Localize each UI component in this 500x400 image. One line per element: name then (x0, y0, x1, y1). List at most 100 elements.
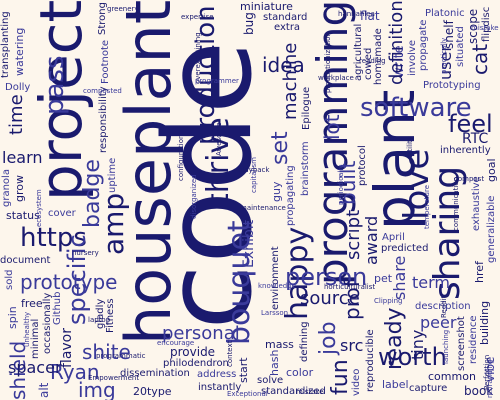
cloud-word: generalizable (486, 195, 497, 263)
cloud-word: sold (4, 269, 15, 290)
cloud-word: peer (420, 313, 457, 332)
cloud-word: Perfection (483, 354, 491, 390)
cloud-word: hash (268, 349, 281, 376)
cloud-word: Reddit (440, 295, 448, 318)
cloud-word: environment (270, 246, 281, 310)
cloud-word: standardized (261, 386, 326, 397)
cloud-word: status (6, 209, 40, 222)
cloud-word: expertise (181, 13, 214, 21)
cloud-word: learn (2, 148, 43, 167)
cloud-word: tiny (408, 329, 427, 360)
cloud-word: Clipping (374, 297, 403, 305)
cloud-word: set (268, 131, 293, 165)
cloud-word: worth (378, 343, 447, 371)
cloud-word: flat (360, 9, 380, 23)
cloud-word: brainstorm (300, 141, 311, 196)
cloud-word: productionization (324, 32, 332, 93)
cloud-word: instantly (198, 382, 242, 393)
cloud-word: Dolly (5, 82, 31, 93)
cloud-word: encourage (157, 339, 195, 347)
cloud-word: Footnote (100, 39, 111, 84)
cloud-word: Platonic (425, 8, 465, 19)
cloud-word: personal (162, 323, 240, 344)
cloud-word: propagate (418, 19, 429, 71)
cloud-word: https (20, 223, 87, 253)
cloud-word: inherently (440, 145, 491, 156)
cloud-word: capitalism (250, 157, 258, 193)
cloud-word: Exceptional (227, 390, 268, 398)
cloud-word: workplace (318, 74, 354, 82)
cloud-word: situated (455, 26, 466, 67)
cloud-word: cat (468, 43, 492, 75)
cloud-word: standard (263, 12, 308, 23)
cloud-word: houseplant (112, 0, 185, 345)
cloud-word: book (464, 384, 494, 398)
cloud-word: job (316, 321, 341, 355)
cloud-word: feel (448, 110, 493, 138)
cloud-word: composted (83, 87, 122, 95)
cloud-word: fun (328, 359, 353, 395)
cloud-word: mistake (471, 24, 499, 32)
cloud-word: Exhibit (241, 219, 257, 268)
cloud-word: reproducible (365, 329, 376, 392)
cloud-word: alt (37, 382, 51, 398)
cloud-word: grow (13, 175, 26, 202)
cloud-word: programmer (195, 77, 239, 85)
cloud-word: 20type (133, 385, 172, 398)
cloud-word: capture (409, 383, 448, 394)
cloud-word: horticulturalist (324, 283, 376, 291)
cloud-word: RTC (462, 131, 489, 147)
cloud-word: src (340, 336, 364, 355)
cloud-word: context (226, 340, 234, 367)
cloud-word: spin (6, 306, 19, 329)
cloud-word: video (351, 368, 362, 396)
cloud-word: playback (238, 166, 270, 174)
cloud-word: communication (452, 176, 460, 231)
cloud-word: guy (270, 181, 283, 202)
cloud-word: dissemination (120, 368, 190, 379)
cloud-word: time (6, 94, 27, 135)
cloud-word: defining (299, 321, 310, 362)
cloud-word: Prototyping (423, 80, 481, 91)
cloud-word: bug (242, 12, 256, 35)
cloud-word: involve (407, 39, 418, 76)
cloud-word: address (197, 369, 237, 380)
cloud-word: utility (406, 136, 414, 156)
cloud-word: exhaustive (471, 176, 482, 231)
cloud-word: label (382, 378, 409, 391)
cloud-word: badge (80, 159, 105, 228)
cloud-word: screenshot (456, 316, 467, 371)
cloud-word: transplanting (0, 11, 11, 78)
cloud-word: img (78, 378, 116, 400)
cloud-word: Github (52, 291, 63, 325)
cloud-word: building (478, 300, 491, 345)
cloud-word: start (237, 357, 250, 383)
cloud-word: ecosystem (35, 189, 43, 227)
cloud-word: minimal (30, 318, 41, 359)
cloud-word: knowledge (258, 282, 296, 290)
cloud-word: maintenance (240, 204, 286, 212)
cloud-word: ready (382, 307, 407, 370)
cloud-word: definition (386, 0, 407, 85)
cloud-word: provide (170, 345, 216, 359)
cloud-word: reading (359, 57, 386, 65)
cloud-word: propagating (285, 165, 296, 226)
cloud-word: script (343, 209, 364, 260)
cloud-word: color (286, 366, 314, 379)
cloud-word: extra (274, 22, 301, 33)
cloud-word: greenery (107, 5, 139, 13)
cloud-word: protocol (357, 145, 368, 186)
cloud-word: Epilogue (301, 86, 312, 130)
cloud-word: lot (320, 114, 344, 140)
cloud-word: shite (82, 340, 131, 364)
cloud-word: software (360, 93, 472, 123)
cloud-word: compost (454, 175, 485, 183)
cloud-word: mass (265, 338, 294, 351)
cloud-word: person (285, 263, 368, 291)
cloud-word: goal (485, 158, 498, 182)
cloud-word: miniature (240, 0, 293, 13)
cloud-word: responsibility (98, 86, 109, 153)
cloud-word: Larsson (261, 309, 289, 317)
cloud-word: share (390, 255, 409, 300)
